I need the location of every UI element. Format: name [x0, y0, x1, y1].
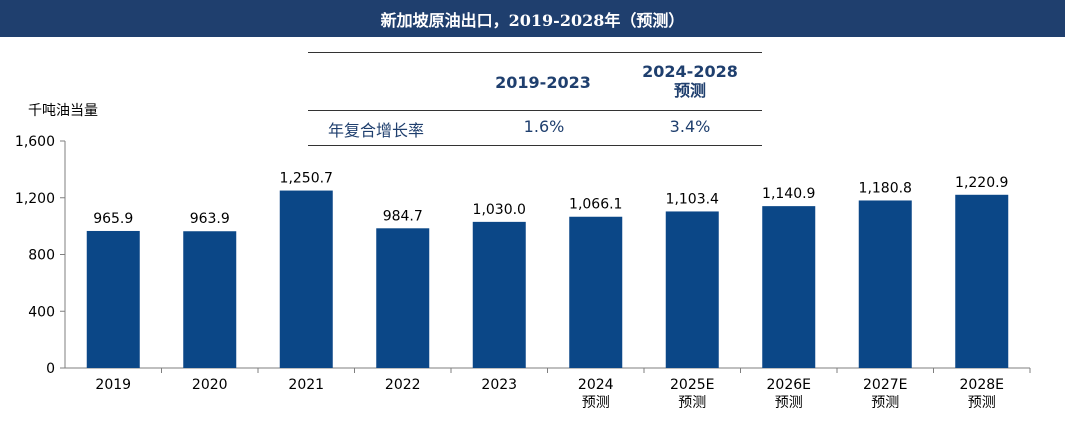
x-tick-sublabel-forecast: 预测	[678, 395, 706, 411]
x-tick-sublabel-forecast: 预测	[968, 395, 996, 411]
table-cagr-2024-2028: 3.4%	[669, 117, 711, 136]
data-label-2022: 984.7	[383, 208, 423, 224]
bar-2021	[279, 190, 333, 368]
x-tick-sublabel-forecast: 预测	[871, 395, 899, 411]
x-tick-sublabel-forecast: 预测	[775, 395, 803, 411]
bar-2023	[472, 221, 526, 368]
x-tick-label-2021: 2021	[288, 377, 324, 393]
table-cagr-2019-2023: 1.6%	[523, 117, 565, 136]
x-tick-label-2020: 2020	[192, 377, 228, 393]
x-tick-label-2028E: 2028E	[960, 377, 1004, 393]
y-tick-label: 0	[46, 361, 55, 377]
data-label-2023: 1,030.0	[473, 202, 526, 218]
bar-2028E	[955, 194, 1009, 368]
bar-2026E	[762, 206, 816, 368]
x-tick-label-2019: 2019	[95, 377, 131, 393]
x-tick-label-2025E: 2025E	[670, 377, 714, 393]
chart-title: 新加坡原油出口，2019-2028年（预测）	[380, 10, 685, 30]
data-label-2026E: 1,140.9	[762, 186, 815, 202]
x-tick-label-2023: 2023	[481, 377, 517, 393]
table-row-label-cagr: 年复合增长率	[328, 121, 425, 140]
table-header-2019-2023: 2019-2023	[495, 73, 591, 92]
x-tick-label-2026E: 2026E	[767, 377, 811, 393]
y-axis-unit-label: 千吨油当量	[28, 103, 98, 119]
bar-2020	[183, 231, 237, 368]
y-tick-label: 1,600	[15, 134, 55, 150]
bar-2022	[376, 228, 430, 368]
data-label-2019: 965.9	[93, 211, 133, 227]
data-label-2028E: 1,220.9	[955, 175, 1008, 191]
data-label-2025E: 1,103.4	[666, 191, 720, 207]
data-label-2027E: 1,180.8	[859, 180, 912, 196]
data-label-2020: 963.9	[190, 211, 230, 227]
y-tick-label: 1,200	[15, 191, 55, 207]
cagr-table: 2019-2023 2024-2028 预测 年复合增长率 1.6% 3.4%	[308, 52, 762, 146]
data-label-2024: 1,066.1	[569, 197, 622, 213]
table-header-2024-2028: 2024-2028 预测	[630, 62, 750, 100]
x-tick-label-2022: 2022	[385, 377, 421, 393]
table-header-2024-2028-range: 2024-2028	[642, 62, 738, 81]
data-label-2021: 1,250.7	[280, 171, 333, 187]
chart-title-bar: 新加坡原油出口，2019-2028年（预测）	[0, 0, 1065, 37]
x-tick-label-2024: 2024	[578, 377, 614, 393]
y-tick-label: 800	[28, 248, 55, 264]
table-header-2024-2028-forecast: 预测	[673, 81, 706, 100]
x-tick-sublabel-forecast: 预测	[582, 395, 610, 411]
y-tick-label: 400	[28, 304, 55, 320]
bar-2025E	[665, 211, 719, 368]
x-tick-label-2027E: 2027E	[863, 377, 907, 393]
bar-2024	[569, 216, 623, 368]
bar-2027E	[858, 200, 912, 368]
table-divider	[308, 110, 762, 111]
bar-2019	[86, 230, 140, 368]
